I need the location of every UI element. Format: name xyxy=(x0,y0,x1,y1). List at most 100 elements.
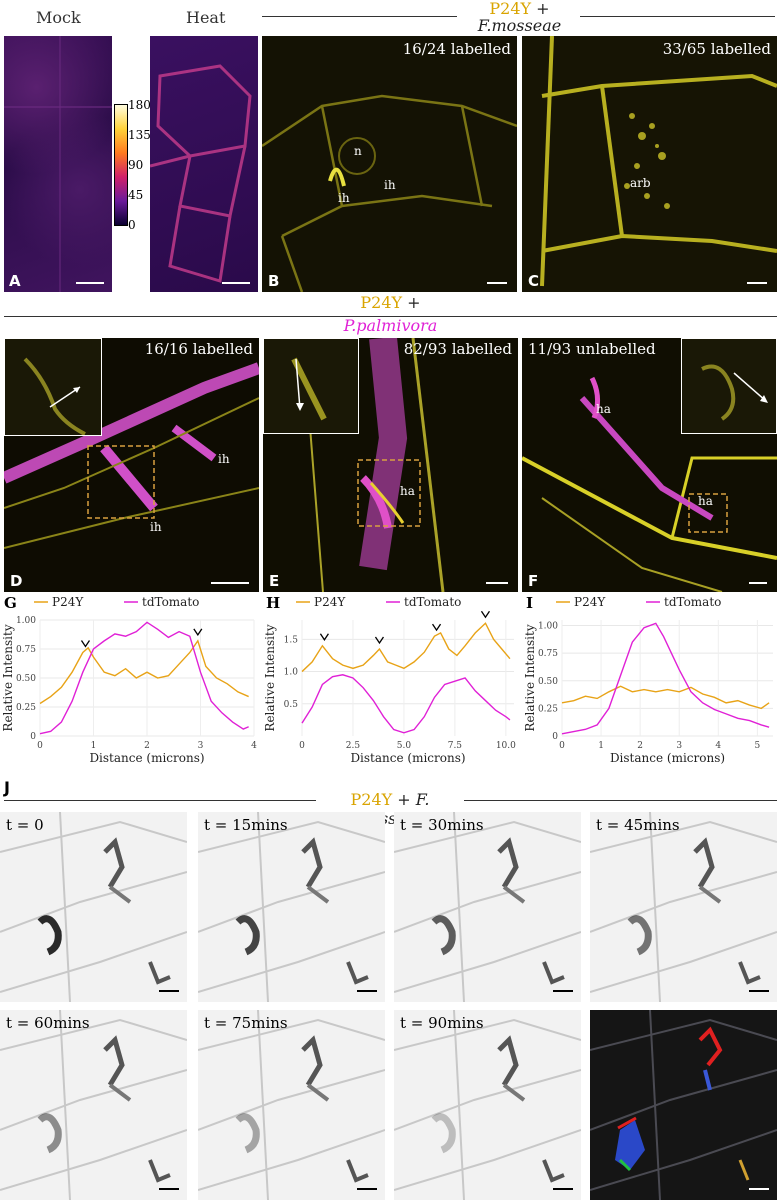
series-line xyxy=(301,622,511,673)
panel-letter-f: F xyxy=(528,572,539,590)
scale-bar xyxy=(222,282,250,284)
panel-a-image: A xyxy=(4,36,112,292)
scale-bar xyxy=(159,990,179,992)
y-tick-label: 1.0 xyxy=(284,668,299,678)
panel-b-count: 16/24 labelled xyxy=(402,40,511,58)
panel-letter-e: E xyxy=(269,572,280,590)
legend-entry: tdTomato xyxy=(142,595,199,609)
timelapse-frame: t = 90mins xyxy=(394,1010,581,1200)
x-tick-label: 7.5 xyxy=(448,741,463,751)
x-tick-label: 4 xyxy=(251,741,257,751)
colorbar-tick-45: 45 xyxy=(128,188,144,202)
peak-marker xyxy=(374,636,385,645)
chart-i: I P24Y tdTomato 0 0.25 0.50 0.75 1.00 0 1 2 3 4 5 Dist… xyxy=(523,594,773,765)
timelapse-frame: t = 0 xyxy=(0,812,187,1002)
panel-f-image: 11/93 unlabelled ha ha F xyxy=(522,338,777,592)
panel-letter-a: A xyxy=(9,272,21,290)
intracellular-hypha-label: ih xyxy=(218,452,230,466)
panel-d-count: 16/16 labelled xyxy=(144,340,253,358)
chart-h: H P24Y tdTomato 0.5 1.0 1.5 0 2.5 5.0 7.5 10.0 Dist… xyxy=(263,594,516,765)
mid-p24y-label: P24Y xyxy=(360,293,403,312)
scale-bar xyxy=(749,582,767,584)
x-tick-label: 1 xyxy=(598,741,604,751)
y-axis-label: Relative Intensity xyxy=(1,624,15,731)
haustorium-label: ha xyxy=(400,484,415,498)
x-tick-label: 0 xyxy=(37,741,43,751)
x-tick-label: 10.0 xyxy=(496,741,516,751)
scale-bar xyxy=(747,282,767,284)
y-axis-label: Relative Intensity xyxy=(263,624,277,731)
peak-marker xyxy=(431,623,442,632)
chart-g: G P24Y tdTomato 0 0.25 0.50 0.75 1.00 0 1 2 3 4 Dista… xyxy=(1,594,257,765)
legend-entry: P24Y xyxy=(314,595,346,609)
scale-bar xyxy=(357,1188,377,1190)
y-tick-label: 0.75 xyxy=(538,649,558,659)
series-line xyxy=(301,674,511,734)
j-p24y-label: P24Y xyxy=(350,790,393,809)
timelapse-frame: t = 45mins xyxy=(590,812,777,1002)
y-tick-label: 0 xyxy=(30,732,36,742)
scale-bar xyxy=(487,282,507,284)
x-axis-label: Distance (microns) xyxy=(89,751,204,765)
top-divider-right xyxy=(580,16,775,17)
panel-d-image: 16/16 labelled ih ih D xyxy=(4,338,259,592)
j-divider-left xyxy=(4,800,316,801)
inset-image xyxy=(4,338,102,436)
peak-marker xyxy=(480,610,491,619)
y-tick-label: 0.25 xyxy=(538,704,558,714)
top-plus: + xyxy=(531,0,550,18)
series-line xyxy=(561,685,770,710)
colorbar-tick-0: 0 xyxy=(128,218,136,232)
panel-letter-i: I xyxy=(526,594,533,612)
y-tick-label: 0.75 xyxy=(16,645,36,655)
scale-bar xyxy=(749,1188,769,1190)
timelapse-merge-image xyxy=(590,1010,777,1200)
x-tick-label: 5.0 xyxy=(397,741,412,751)
x-axis-label: Distance (microns) xyxy=(350,751,465,765)
timepoint-label: t = 45mins xyxy=(596,816,680,834)
y-tick-label: 1.5 xyxy=(284,635,299,645)
panel-letter-g: G xyxy=(4,594,17,612)
timepoint-label: t = 0 xyxy=(6,816,44,834)
x-tick-label: 3 xyxy=(198,741,204,751)
timepoint-label: t = 75mins xyxy=(204,1014,288,1032)
peak-marker xyxy=(193,628,203,637)
panel-letter-h: H xyxy=(266,594,280,612)
x-tick-label: 1 xyxy=(91,741,97,751)
x-tick-label: 4 xyxy=(715,741,721,751)
y-tick-label: 0.50 xyxy=(16,674,36,684)
panel-c-count: 33/65 labelled xyxy=(662,40,771,58)
legend-entry: P24Y xyxy=(574,595,606,609)
scale-bar xyxy=(553,1188,573,1190)
scale-bar xyxy=(211,582,249,584)
panel-e-image: 82/93 labelled ha E xyxy=(263,338,518,592)
series-line xyxy=(39,639,249,705)
series-line xyxy=(561,622,770,735)
inset-image xyxy=(263,338,359,434)
y-tick-label: 0 xyxy=(552,732,558,742)
panel-b-image: 16/24 labelled n ih ih B xyxy=(262,36,517,292)
j-divider-right xyxy=(464,800,777,801)
timelapse-frame: t = 30mins xyxy=(394,812,581,1002)
arbuscule-label: arb xyxy=(630,176,651,190)
timelapse-frame: t = 60mins xyxy=(0,1010,187,1200)
peak-marker xyxy=(80,640,91,648)
haustorium-label: ha xyxy=(596,402,611,416)
timepoint-label: t = 15mins xyxy=(204,816,288,834)
panel-letter-j: J xyxy=(4,778,10,797)
x-tick-label: 3 xyxy=(676,741,682,751)
panel-c-image: 33/65 labelled arb C xyxy=(522,36,777,292)
y-axis-label: Relative Intensity xyxy=(523,624,537,731)
x-tick-label: 0 xyxy=(559,741,565,751)
series-line xyxy=(39,621,249,735)
intracellular-hypha-label: ih xyxy=(384,178,396,192)
scale-bar xyxy=(553,990,573,992)
mid-divider xyxy=(4,316,777,317)
top-condition-title: P24Y + F.mosseae xyxy=(462,0,577,34)
timepoint-label: t = 90mins xyxy=(400,1014,484,1032)
y-tick-label: 1.00 xyxy=(16,616,36,626)
mid-plus: + xyxy=(402,293,421,312)
x-tick-label: 5 xyxy=(755,741,761,751)
colorbar-tick-180: 180 xyxy=(128,98,151,112)
intracellular-hypha-label: ih xyxy=(338,191,350,205)
